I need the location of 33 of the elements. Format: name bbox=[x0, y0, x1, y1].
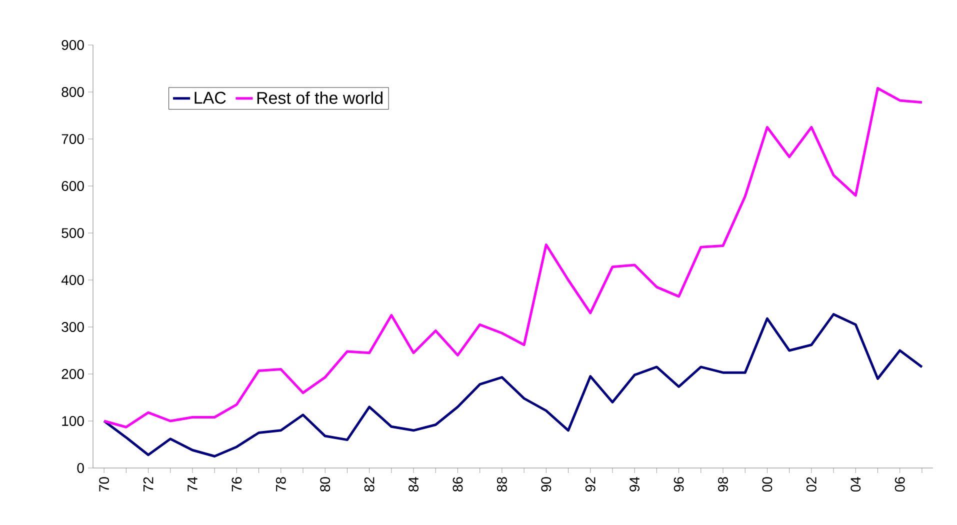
y-tick-label: 700 bbox=[62, 134, 84, 144]
x-tick-label: 76 bbox=[232, 477, 242, 492]
x-tick-label: 98 bbox=[718, 477, 728, 492]
x-tick-label: 70 bbox=[99, 477, 110, 492]
x-tick-label: 86 bbox=[452, 477, 463, 492]
legend-label: Rest of the world bbox=[257, 92, 382, 104]
y-tick-label: 900 bbox=[62, 40, 84, 50]
x-tick-label: 82 bbox=[364, 477, 374, 492]
x-tick-label: 04 bbox=[850, 476, 861, 492]
y-tick-label: 400 bbox=[61, 275, 84, 285]
y-tick-label: 0 bbox=[77, 463, 84, 473]
y-tick-label: 300 bbox=[62, 322, 84, 332]
x-tick-label: 02 bbox=[806, 477, 816, 492]
y-tick-label: 500 bbox=[62, 228, 84, 238]
x-tick-label: 72 bbox=[143, 477, 154, 492]
x-tick-label: 92 bbox=[585, 477, 596, 492]
y-tick-label: 800 bbox=[62, 87, 84, 97]
y-tick-label: 100 bbox=[62, 416, 84, 426]
x-tick-label: 06 bbox=[894, 477, 905, 492]
x-tick-label: 96 bbox=[674, 477, 684, 492]
x-tick-label: 94 bbox=[630, 476, 640, 492]
x-tick-label: 74 bbox=[188, 476, 198, 492]
legend-label: LAC bbox=[194, 92, 226, 104]
x-tick-label: 78 bbox=[276, 477, 286, 492]
y-tick-label: 600 bbox=[62, 181, 84, 191]
x-tick-label: 84 bbox=[408, 476, 418, 492]
x-tick-label: 00 bbox=[762, 477, 772, 492]
x-tick-label: 80 bbox=[320, 477, 330, 492]
y-tick-label: 200 bbox=[62, 369, 84, 379]
x-tick-label: 88 bbox=[496, 477, 507, 492]
x-tick-label: 90 bbox=[541, 477, 552, 492]
line-series bbox=[102, 313, 924, 458]
line-series bbox=[102, 86, 924, 428]
